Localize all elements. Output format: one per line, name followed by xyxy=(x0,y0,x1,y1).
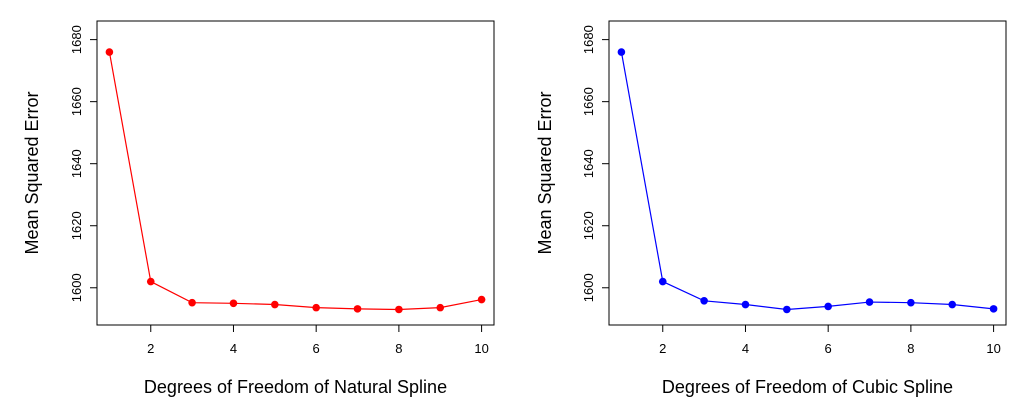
data-point xyxy=(271,300,279,309)
data-point xyxy=(105,48,114,56)
x-tick-label: 8 xyxy=(395,341,402,356)
y-tick-label: 1640 xyxy=(69,149,84,178)
x-tick-label: 10 xyxy=(986,341,1000,356)
data-point xyxy=(395,305,403,314)
y-axis-title: Mean Squared Error xyxy=(22,91,42,254)
y-tick-label: 1640 xyxy=(581,149,596,178)
x-tick-label: 6 xyxy=(825,341,832,356)
data-point xyxy=(658,277,667,286)
data-point xyxy=(741,300,750,309)
y-tick-label: 1600 xyxy=(581,273,596,302)
series-line xyxy=(620,51,994,311)
y-tick-label: 1680 xyxy=(581,25,596,54)
x-axis-title: Degrees of Freedom of Cubic Spline xyxy=(662,377,953,397)
data-point xyxy=(700,297,708,305)
y-tick-label: 1620 xyxy=(581,211,596,240)
data-point xyxy=(353,305,362,313)
data-point xyxy=(188,298,196,307)
data-point xyxy=(617,48,626,56)
x-axis-title: Degrees of Freedom of Natural Spline xyxy=(144,377,447,397)
x-tick-label: 10 xyxy=(474,341,488,356)
data-point xyxy=(948,300,957,309)
cubic-spline-panel: 2 4 6 8 10 1600 1620 1640 1660 1680 Degrees of Fre… xyxy=(535,20,1007,397)
y-axis-title: Mean Squared Error xyxy=(535,91,555,254)
x-tick-label: 4 xyxy=(230,341,237,356)
data-point xyxy=(865,298,874,306)
y-tick-label: 1600 xyxy=(69,273,84,302)
y-tick-label: 1660 xyxy=(581,87,596,116)
data-point xyxy=(146,277,155,286)
plot-frame xyxy=(96,20,495,326)
data-point xyxy=(436,303,445,312)
natural-spline-panel: 2 4 6 8 10 1600 1620 1640 1660 1680 Degrees of Fre… xyxy=(22,20,495,397)
plot-frame xyxy=(608,20,1007,326)
data-point xyxy=(783,305,791,314)
y-tick-label: 1680 xyxy=(69,25,84,54)
data-point xyxy=(824,302,832,311)
x-tick-label: 6 xyxy=(313,341,320,356)
data-point xyxy=(229,299,238,308)
y-tick-label: 1660 xyxy=(69,87,84,116)
data-point xyxy=(477,295,486,304)
x-tick-label: 8 xyxy=(907,341,914,356)
series-line xyxy=(108,51,482,311)
x-tick-label: 4 xyxy=(742,341,749,356)
y-tick-label: 1620 xyxy=(69,211,84,240)
x-tick-label: 2 xyxy=(147,341,154,356)
data-point xyxy=(907,298,915,307)
data-point xyxy=(989,305,998,313)
x-tick-label: 2 xyxy=(659,341,666,356)
data-point xyxy=(312,303,320,312)
